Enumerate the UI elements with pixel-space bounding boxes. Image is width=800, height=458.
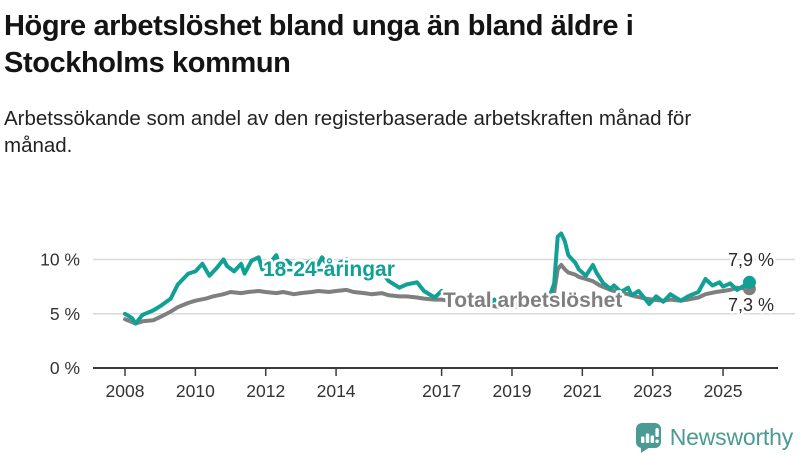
- x-tick-label-2025: 2025: [704, 381, 743, 401]
- x-tick-label-2014: 2014: [317, 381, 356, 401]
- x-tick-label-2023: 2023: [633, 381, 672, 401]
- x-tick-label-2017: 2017: [422, 381, 461, 401]
- y-tick-label-5: 5 %: [50, 304, 80, 324]
- newsworthy-bubble-icon: [635, 423, 661, 453]
- end-value-label-18-24-åringar: 7,9 %: [728, 250, 774, 270]
- series-line-18-24-åringar: [123, 231, 752, 326]
- brand-name: Newsworthy: [669, 424, 793, 450]
- end-value-label-Total arbetslöshet: 7,3 %: [728, 295, 774, 315]
- x-tick-label-2010: 2010: [176, 381, 215, 401]
- x-tick-label-2021: 2021: [563, 381, 602, 401]
- x-tick-label-2019: 2019: [493, 381, 532, 401]
- series-end-dot-18-24-åringar: [742, 275, 756, 289]
- y-tick-label-0: 0 %: [50, 358, 80, 378]
- unemployment-line-chart: 2008 2010 2012 2014 2017 2019 2021 2023 2025 0 % 5…: [40, 231, 795, 401]
- y-tick-label-10: 10 %: [40, 250, 80, 270]
- page-title: Högre arbetslöshet bland unga än bland ä…: [4, 10, 634, 80]
- series-label-Total arbetslöshet: Total arbetslöshet: [443, 289, 622, 312]
- x-tick-label-2008: 2008: [106, 381, 145, 401]
- series-label-18-24-åringar: 18-24-åringar: [263, 258, 395, 281]
- page-subtitle: Arbetssökande som andel av den registerb…: [4, 107, 692, 158]
- x-tick-label-2012: 2012: [246, 381, 285, 401]
- brand-logo: Newsworthy: [635, 422, 793, 453]
